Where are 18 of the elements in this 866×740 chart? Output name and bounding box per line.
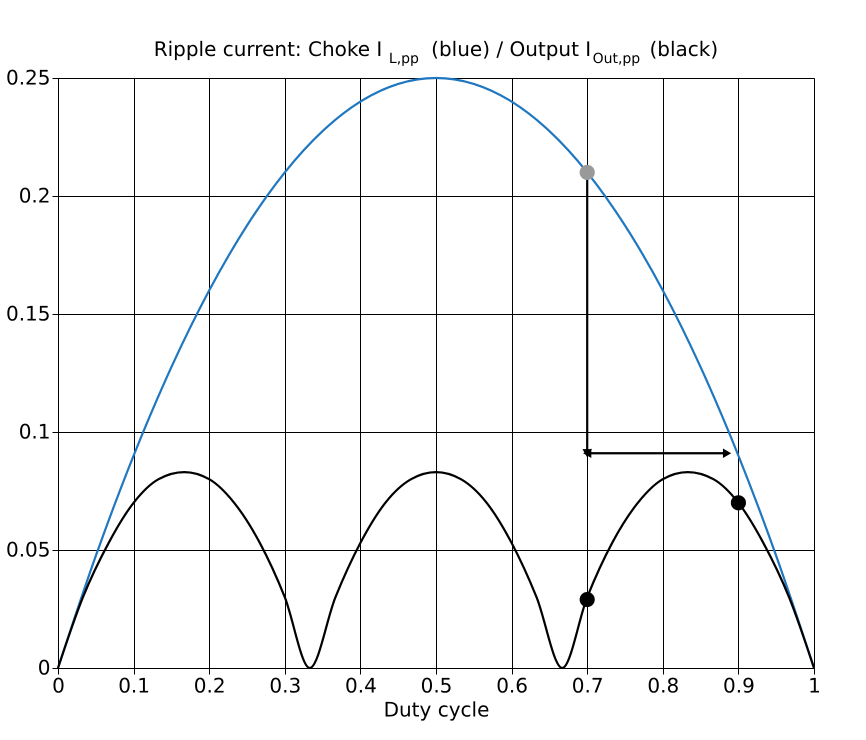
x-tick-label: 0.2: [194, 674, 226, 698]
x-tick-label: 0.6: [496, 674, 528, 698]
x-tick-label: 0.4: [344, 674, 377, 698]
y-tick-label: 0.2: [18, 184, 50, 208]
x-tick-label: 0.7: [572, 674, 604, 698]
y-tick-label: 0.1: [18, 420, 50, 444]
y-tick-label: 0.15: [6, 302, 50, 326]
x-tick-label: 1: [808, 674, 821, 698]
x-tick-label: 0.5: [420, 674, 452, 698]
y-tick-label: 0.05: [6, 538, 50, 562]
y-tick-label: 0: [38, 656, 50, 680]
x-tick-label: 0.3: [269, 674, 302, 698]
x-tick-label: 0: [52, 674, 65, 698]
x-axis-title: Duty cycle: [384, 698, 490, 722]
x-tick-label: 0.1: [118, 674, 150, 698]
y-tick-label: 0.25: [6, 66, 50, 90]
x-tick-label: 0.9: [722, 674, 755, 698]
x-tick-label: 0.8: [647, 674, 680, 698]
